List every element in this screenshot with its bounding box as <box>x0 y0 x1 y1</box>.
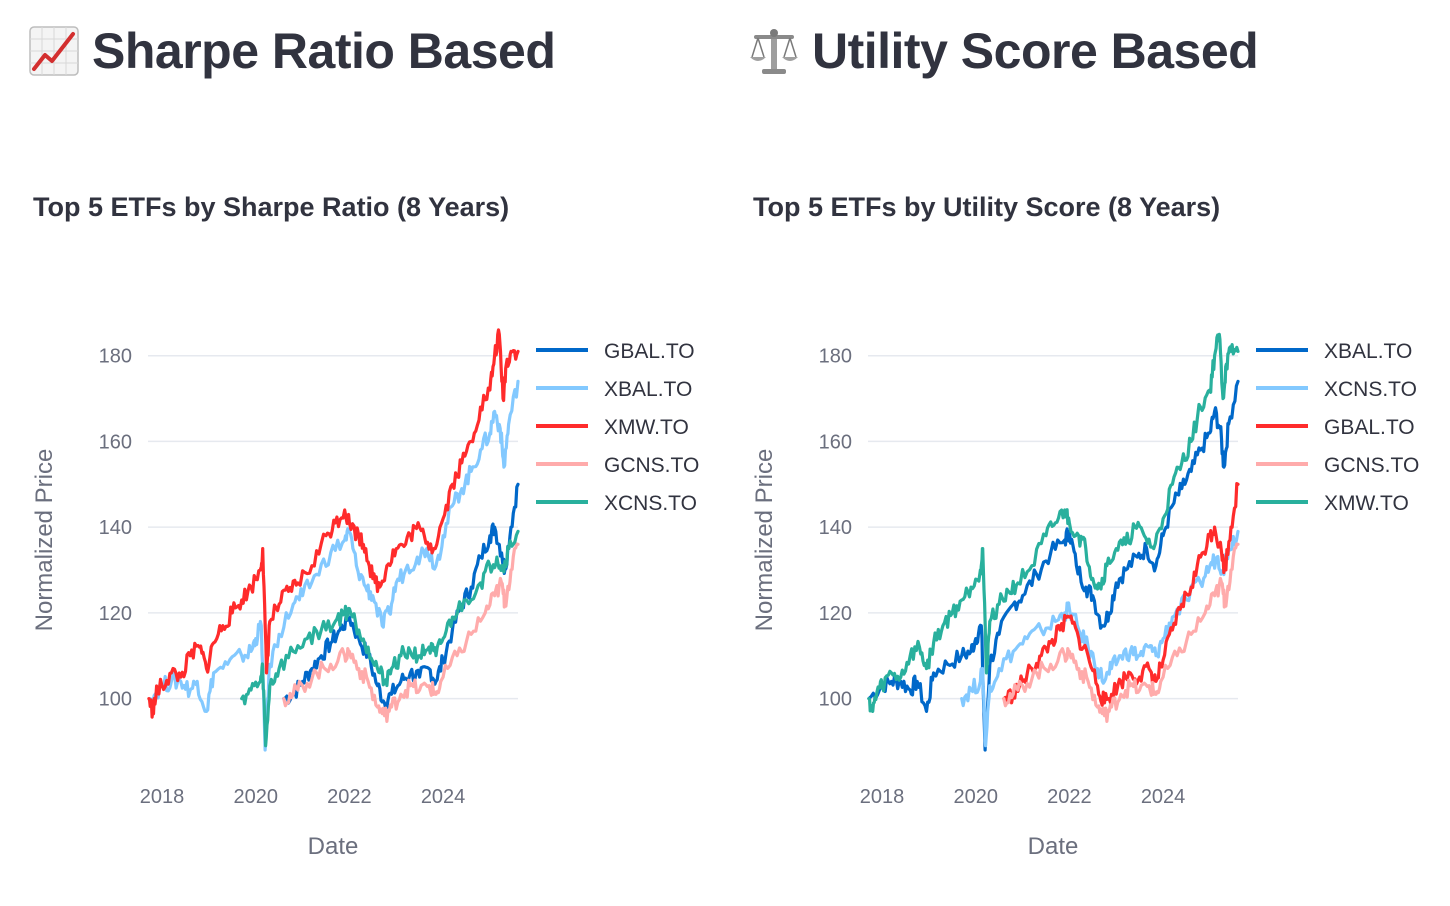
legend-label[interactable]: XBAL.TO <box>1324 340 1412 363</box>
x-tick-label: 2018 <box>860 786 905 808</box>
legend-label[interactable]: XMW.TO <box>1324 492 1409 515</box>
series-line-xcns-to[interactable] <box>960 529 1240 748</box>
utility-score-section: Utility Score Based Top 5 ETFs by Utilit… <box>742 0 1442 906</box>
y-axis-title: Normalized Price <box>31 449 58 632</box>
x-tick-label: 2024 <box>421 786 466 808</box>
series-line-gbal-to[interactable] <box>1002 482 1240 707</box>
x-tick-label: 2020 <box>953 786 998 808</box>
y-tick-label: 180 <box>99 346 132 368</box>
section-title: Sharpe Ratio Based <box>28 22 556 80</box>
x-tick-label: 2022 <box>1047 786 1092 808</box>
legend-label[interactable]: GBAL.TO <box>604 340 695 363</box>
y-tick-label: 120 <box>99 603 132 625</box>
sharpe-line-chart[interactable]: 100 120 140 160 180 2018 2020 2022 2024 Date Norma… <box>22 240 722 880</box>
legend-label[interactable]: GCNS.TO <box>604 454 699 477</box>
section-title-text: Sharpe Ratio Based <box>92 23 556 79</box>
chart-title: Top 5 ETFs by Sharpe Ratio (8 Years) <box>33 192 510 222</box>
series-line-xcns-to[interactable] <box>240 529 520 748</box>
chart-title: Top 5 ETFs by Utility Score (8 Years) <box>753 192 1221 222</box>
section-title-text: Utility Score Based <box>812 23 1259 79</box>
y-tick-label: 140 <box>99 517 132 539</box>
legend-label[interactable]: XMW.TO <box>604 416 689 439</box>
series-line-gcns-to[interactable] <box>282 542 520 723</box>
sharpe-ratio-section: Sharpe Ratio Based Top 5 ETFs by Sharpe … <box>22 0 722 906</box>
y-tick-label: 140 <box>819 517 852 539</box>
series-line-xmw-to[interactable] <box>867 332 1240 713</box>
x-axis-title: Date <box>1028 833 1079 860</box>
x-tick-label: 2020 <box>233 786 278 808</box>
x-tick-label: 2024 <box>1141 786 1186 808</box>
legend-label[interactable]: GCNS.TO <box>1324 454 1419 477</box>
legend-label[interactable]: XCNS.TO <box>604 492 697 515</box>
series-line-xbal-to[interactable] <box>867 379 1240 752</box>
legend-label[interactable]: GBAL.TO <box>1324 416 1415 439</box>
y-tick-label: 180 <box>819 346 852 368</box>
y-tick-label: 100 <box>819 689 852 711</box>
x-tick-label: 2018 <box>140 786 185 808</box>
y-tick-label: 120 <box>819 603 852 625</box>
y-tick-label: 100 <box>99 689 132 711</box>
series-line-xbal-to[interactable] <box>148 379 520 752</box>
series-line-xmw-to[interactable] <box>147 328 520 719</box>
section-title: Utility Score Based <box>748 22 1259 80</box>
chart-increasing-icon <box>29 26 79 76</box>
y-axis-title: Normalized Price <box>751 449 778 632</box>
x-axis-title: Date <box>308 833 359 860</box>
y-tick-label: 160 <box>99 431 132 453</box>
legend-label[interactable]: XCNS.TO <box>1324 378 1417 401</box>
y-tick-label: 160 <box>819 431 852 453</box>
x-tick-label: 2022 <box>327 786 372 808</box>
utility-line-chart[interactable]: 100 120 140 160 180 2018 2020 2022 2024 Date Norma… <box>742 240 1442 880</box>
series-line-gbal-to[interactable] <box>282 482 520 711</box>
legend-label[interactable]: XBAL.TO <box>604 378 692 401</box>
balance-scale-icon <box>750 29 798 74</box>
series-line-gcns-to[interactable] <box>1002 542 1240 723</box>
